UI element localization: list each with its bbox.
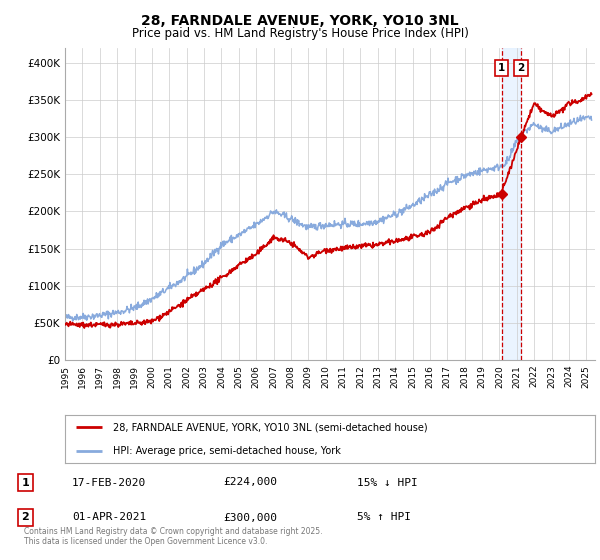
Text: 17-FEB-2020: 17-FEB-2020 [72, 478, 146, 488]
Text: Contains HM Land Registry data © Crown copyright and database right 2025.
This d: Contains HM Land Registry data © Crown c… [24, 526, 323, 546]
Text: 01-APR-2021: 01-APR-2021 [72, 512, 146, 522]
Bar [502, 48, 521, 360]
Text: 28, FARNDALE AVENUE, YORK, YO10 3NL (semi-detached house): 28, FARNDALE AVENUE, YORK, YO10 3NL (sem… [113, 422, 427, 432]
Text: 2: 2 [518, 63, 525, 73]
Text: Price paid vs. HM Land Registry's House Price Index (HPI): Price paid vs. HM Land Registry's House … [131, 27, 469, 40]
Text: 15% ↓ HPI: 15% ↓ HPI [357, 478, 418, 488]
Text: £300,000: £300,000 [223, 512, 277, 522]
Text: 5% ↑ HPI: 5% ↑ HPI [357, 512, 411, 522]
Text: 28, FARNDALE AVENUE, YORK, YO10 3NL: 28, FARNDALE AVENUE, YORK, YO10 3NL [141, 14, 459, 28]
Text: 1: 1 [22, 478, 29, 488]
Text: HPI: Average price, semi-detached house, York: HPI: Average price, semi-detached house,… [113, 446, 341, 456]
Text: 2: 2 [22, 512, 29, 522]
Text: £224,000: £224,000 [223, 478, 277, 488]
Text: 1: 1 [498, 63, 505, 73]
